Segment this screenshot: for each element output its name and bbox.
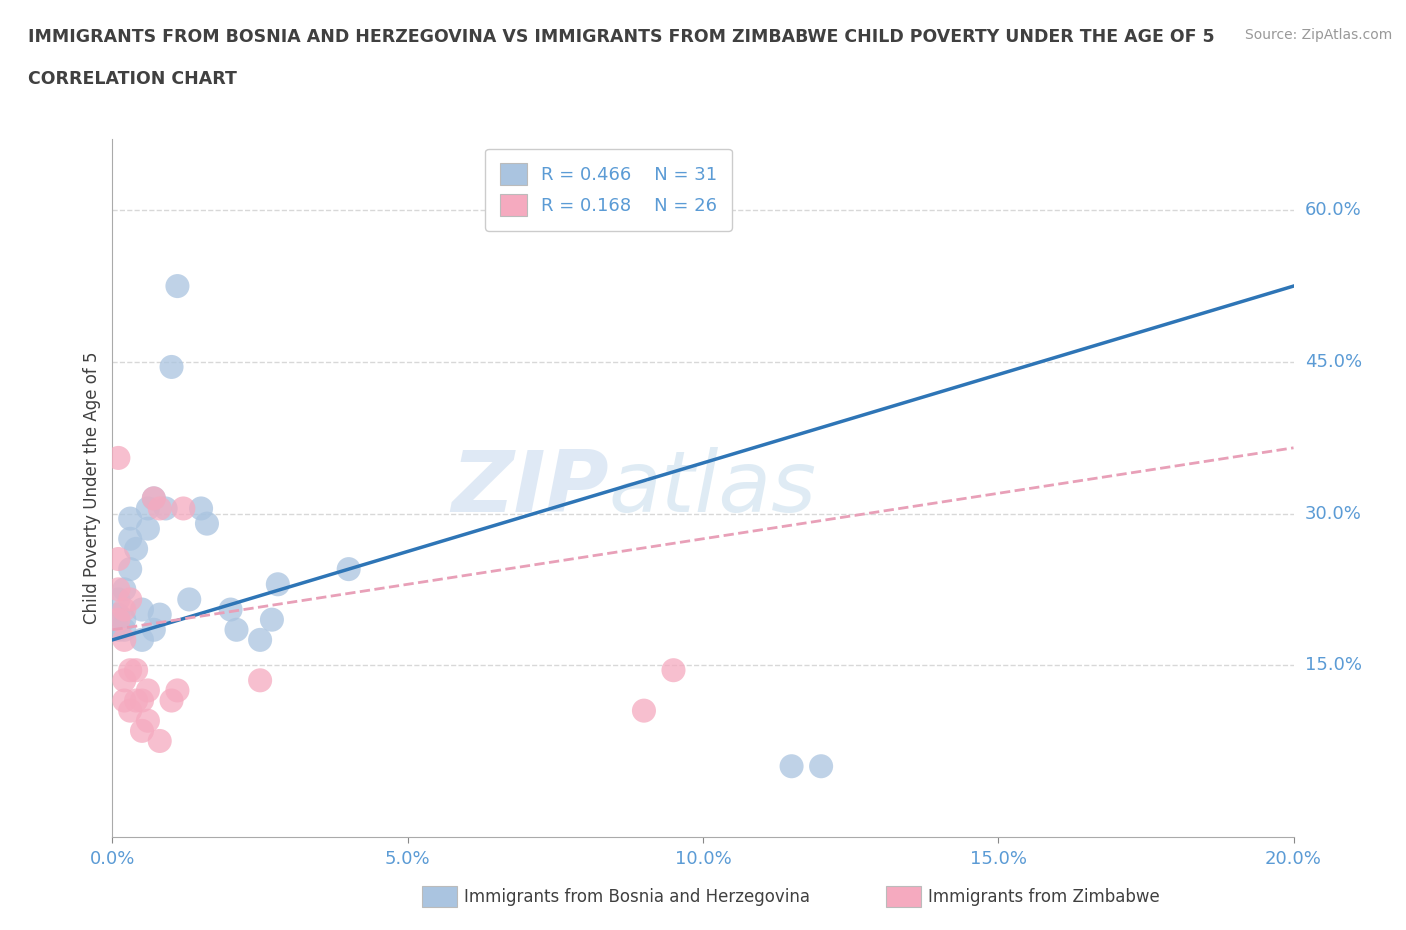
- Point: [160, 360, 183, 375]
- Point: [337, 562, 360, 577]
- Point: [120, 592, 142, 607]
- Point: [136, 683, 159, 698]
- Point: [112, 602, 135, 617]
- Point: [149, 607, 172, 622]
- Point: [249, 632, 271, 647]
- Text: ZIP: ZIP: [451, 446, 609, 530]
- Point: [172, 501, 194, 516]
- Point: [112, 673, 135, 688]
- Point: [260, 612, 283, 627]
- Point: [633, 703, 655, 718]
- Point: [112, 622, 135, 637]
- Point: [142, 491, 165, 506]
- Point: [142, 491, 165, 506]
- Text: CORRELATION CHART: CORRELATION CHART: [28, 70, 238, 87]
- Text: Source: ZipAtlas.com: Source: ZipAtlas.com: [1244, 28, 1392, 42]
- Point: [120, 562, 142, 577]
- Point: [136, 713, 159, 728]
- Point: [810, 759, 832, 774]
- Point: [131, 693, 153, 708]
- Point: [195, 516, 218, 531]
- Point: [166, 683, 188, 698]
- Point: [179, 592, 201, 607]
- Point: [267, 577, 290, 591]
- Point: [107, 607, 129, 622]
- Text: 60.0%: 60.0%: [1305, 201, 1361, 219]
- Text: atlas: atlas: [609, 446, 817, 530]
- Point: [190, 501, 212, 516]
- Point: [107, 612, 129, 627]
- Point: [107, 622, 129, 637]
- Point: [136, 521, 159, 536]
- Point: [160, 693, 183, 708]
- Point: [131, 632, 153, 647]
- Point: [662, 663, 685, 678]
- Point: [107, 551, 129, 566]
- Point: [131, 724, 153, 738]
- Point: [112, 582, 135, 597]
- Point: [107, 582, 129, 597]
- Point: [112, 693, 135, 708]
- Point: [780, 759, 803, 774]
- Point: [142, 622, 165, 637]
- Text: IMMIGRANTS FROM BOSNIA AND HERZEGOVINA VS IMMIGRANTS FROM ZIMBABWE CHILD POVERTY: IMMIGRANTS FROM BOSNIA AND HERZEGOVINA V…: [28, 28, 1215, 46]
- Point: [149, 501, 172, 516]
- Point: [225, 622, 247, 637]
- Point: [219, 602, 242, 617]
- Point: [107, 450, 129, 465]
- Point: [249, 673, 271, 688]
- Text: 15.0%: 15.0%: [1305, 657, 1361, 674]
- Point: [112, 632, 135, 647]
- Point: [120, 512, 142, 526]
- Text: Immigrants from Bosnia and Herzegovina: Immigrants from Bosnia and Herzegovina: [464, 887, 810, 906]
- Point: [166, 279, 188, 294]
- Y-axis label: Child Poverty Under the Age of 5: Child Poverty Under the Age of 5: [83, 352, 101, 625]
- Point: [136, 501, 159, 516]
- Point: [120, 663, 142, 678]
- Legend: R = 0.466    N = 31, R = 0.168    N = 26: R = 0.466 N = 31, R = 0.168 N = 26: [485, 149, 731, 231]
- Point: [125, 693, 148, 708]
- Text: Immigrants from Zimbabwe: Immigrants from Zimbabwe: [928, 887, 1160, 906]
- Text: 30.0%: 30.0%: [1305, 504, 1361, 523]
- Point: [155, 501, 177, 516]
- Point: [112, 612, 135, 627]
- Point: [125, 663, 148, 678]
- Point: [131, 602, 153, 617]
- Text: 45.0%: 45.0%: [1305, 352, 1362, 371]
- Point: [107, 592, 129, 607]
- Point: [125, 541, 148, 556]
- Point: [120, 703, 142, 718]
- Point: [149, 734, 172, 749]
- Point: [120, 531, 142, 546]
